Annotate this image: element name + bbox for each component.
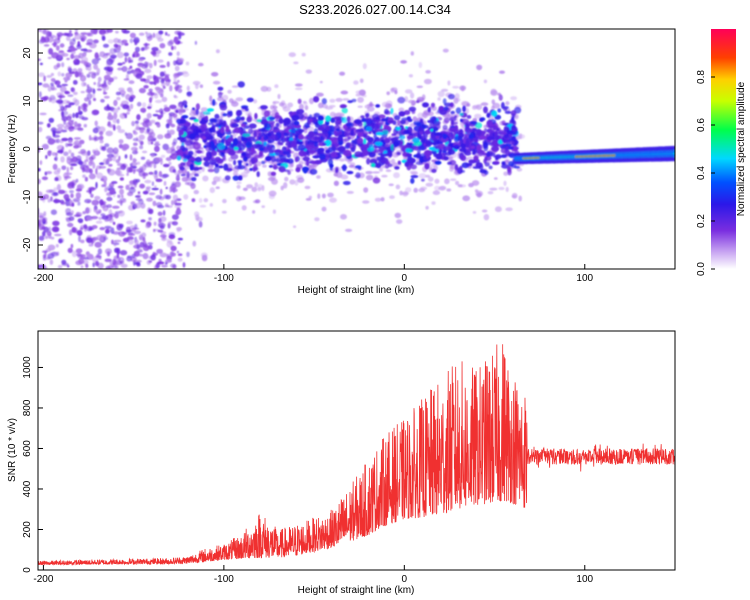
- snr-x-tick-label: 100: [576, 574, 593, 585]
- snr-x-ticks: -200 -100 0 100: [33, 565, 594, 585]
- spectrogram-y-tick-label: 10: [22, 95, 33, 107]
- figure-title: S233.2026.027.00.14.C34: [299, 2, 451, 17]
- colorbar: 0.0 0.2 0.4 0.6 0.8 Normalized spectral ampl…: [696, 29, 747, 276]
- snr-y-tick-label: 800: [22, 399, 33, 416]
- snr-y-label: SNR (10 * v/v): [7, 418, 18, 482]
- colorbar-tick-label: 0.6: [696, 118, 707, 132]
- snr-y-tick-label: 0: [22, 567, 33, 573]
- colorbar-label: Normalized spectral amplitude: [736, 81, 747, 216]
- colorbar-tick-label: 0.4: [696, 166, 707, 180]
- spectrogram-y-tick-label: 20: [22, 47, 33, 59]
- colorbar-gradient: [711, 29, 736, 269]
- colorbar-tick-label: 0.0: [696, 262, 707, 276]
- snr-series-line: [38, 344, 675, 566]
- colorbar-tick-label: 0.8: [696, 70, 707, 84]
- snr-y-tick-label: 600: [22, 440, 33, 457]
- spectrogram-y-tick-label: -10: [22, 189, 33, 204]
- snr-y-tick-label: 1000: [22, 356, 33, 379]
- snr-frame: [37, 330, 676, 571]
- colorbar-ticks: 0.0 0.2 0.4 0.6 0.8: [696, 70, 715, 276]
- spectrogram-x-tick-label: 0: [402, 273, 408, 284]
- snr-x-tick-label: -100: [214, 574, 234, 585]
- snr-x-tick-label: 0: [402, 574, 408, 585]
- spectrogram-x-tick-label: -200: [33, 273, 53, 284]
- spectrogram-y-tick-label: 0: [22, 146, 33, 152]
- spectrogram-blobs: [38, 29, 675, 269]
- snr-x-tick-label: -200: [33, 574, 53, 585]
- spectrogram-x-tick-label: 100: [576, 273, 593, 284]
- spectrogram-y-tick-label: -20: [22, 237, 33, 252]
- snr-y-tick-label: 200: [22, 521, 33, 538]
- spectrogram-x-label: Height of straight line (km): [298, 285, 415, 296]
- spectrogram-y-label: Frequency (Hz): [7, 115, 18, 184]
- spectrogram-background: [38, 29, 675, 269]
- spectrogram-y-ticks: -20 -10 0 10 20: [22, 47, 43, 252]
- snr-panel: -200 -100 0 100 0 200 400 600 800 1000 Height of…: [7, 330, 676, 596]
- snr-y-ticks: 0 200 400 600 800 1000: [22, 356, 43, 573]
- colorbar-tick-label: 0.2: [696, 214, 707, 228]
- snr-y-tick-label: 400: [22, 480, 33, 497]
- spectrogram-x-ticks: -200 -100 0 100: [33, 264, 594, 284]
- snr-x-label: Height of straight line (km): [298, 585, 415, 596]
- spectrogram-x-tick-label: -100: [214, 273, 234, 284]
